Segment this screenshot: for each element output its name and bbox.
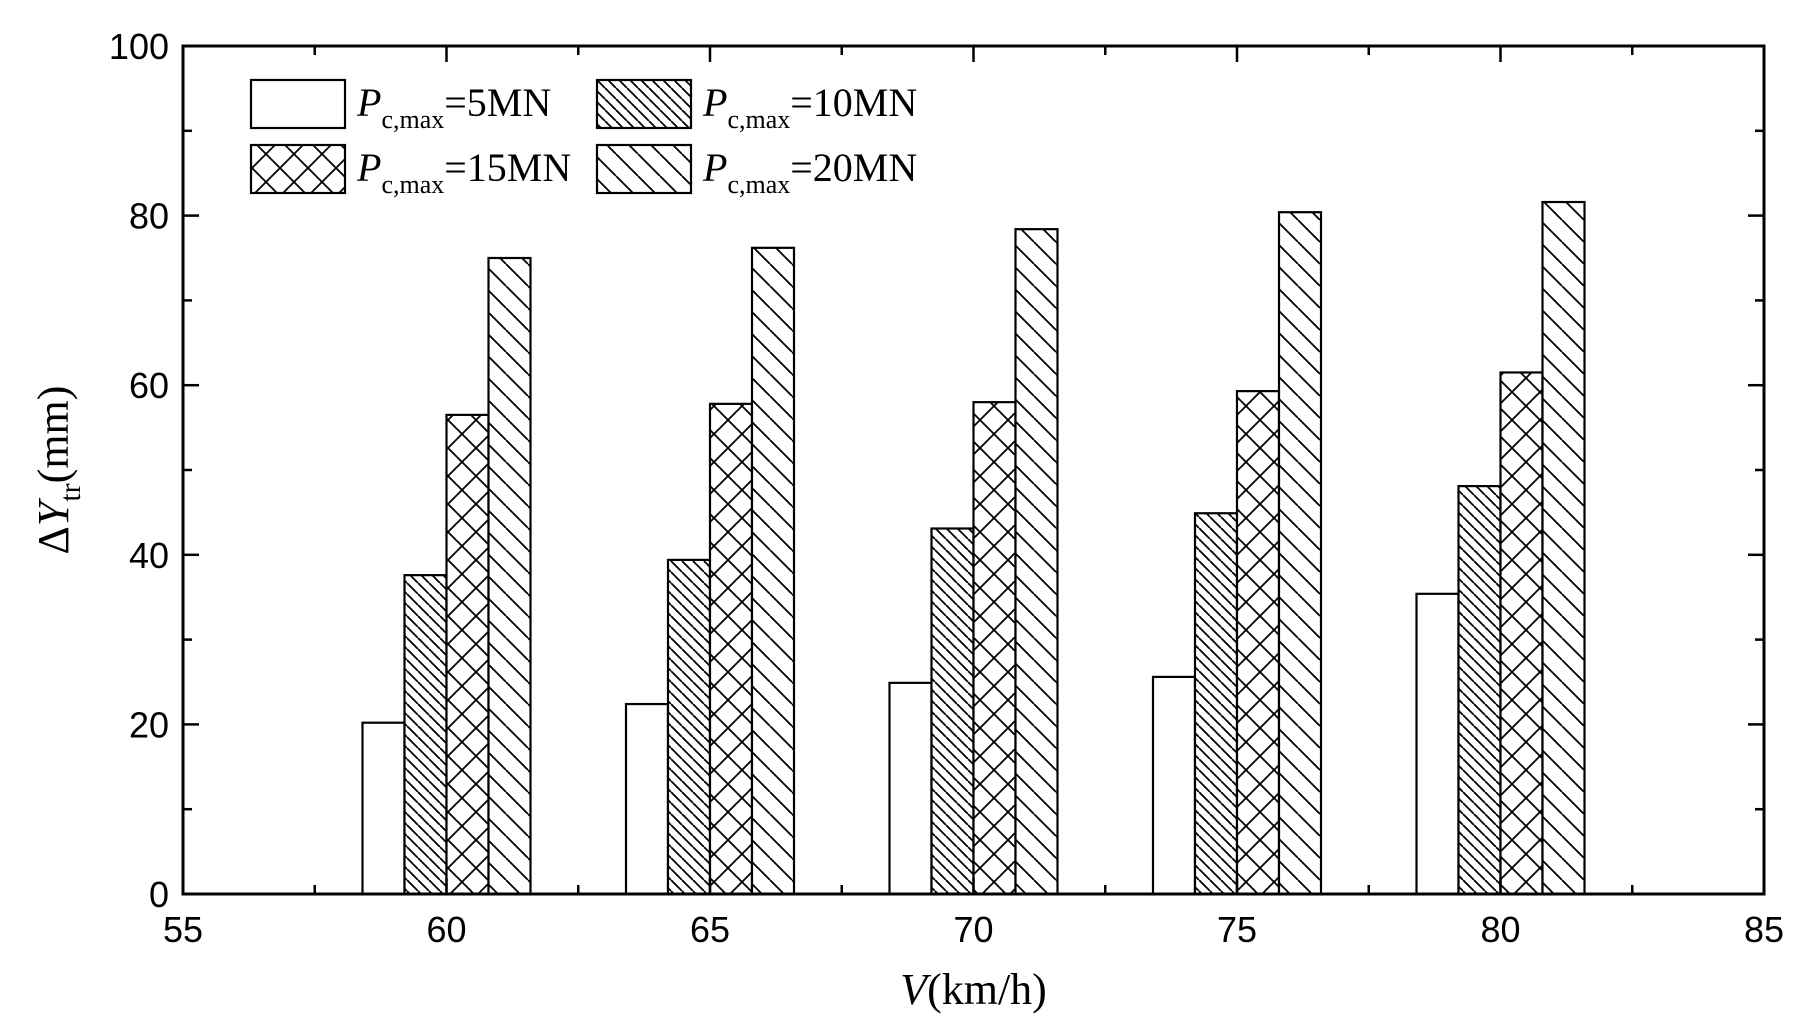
legend-swatch-1 [249,78,347,130]
y-tick-label: 0 [149,874,169,915]
y-tick-label: 40 [129,535,169,576]
bar-1-60 [361,721,406,896]
x-tick-label: 55 [163,909,203,950]
bar-1-70 [888,681,933,896]
y-tick-label: 80 [129,196,169,237]
legend: Pc,max=5MN Pc,max=10MN Pc,max=15MN Pc,max=2… [249,78,917,199]
bar-3-65 [708,402,754,896]
bar-3-75 [1235,390,1281,896]
legend-label-3: Pc,max=15MN [356,145,571,199]
x-axis-title: V(km/h) [900,965,1047,1014]
legend-label-4: Pc,max=20MN [702,145,917,199]
bar-4-75 [1277,211,1323,896]
bars-layer [361,200,1586,896]
y-tick-label: 60 [129,365,169,406]
bar-4-70 [1014,228,1059,896]
x-tick-label: 85 [1744,909,1784,950]
x-tick-label: 60 [426,909,466,950]
bar-4-60 [487,256,532,896]
axes-layer: 55 60 65 70 75 80 85 0 20 40 60 80 100 [109,26,1784,950]
bar-4-80 [1541,200,1586,896]
bar-3-80 [1499,371,1544,896]
bar-2-60 [403,574,448,896]
y-tick-label: 20 [129,704,169,745]
bar-3-70 [972,401,1017,896]
bar-1-80 [1415,592,1460,896]
legend-swatch-4 [595,143,693,195]
x-tick-label: 70 [953,909,993,950]
bar-4-65 [750,246,796,896]
legend-label-2: Pc,max=10MN [702,80,917,134]
legend-swatch-3 [249,143,347,195]
axis-titles: V(km/h) ΔYtr(mm) [29,386,1047,1014]
x-tick-label: 75 [1217,909,1257,950]
x-tick-label: 80 [1480,909,1520,950]
legend-swatch-2 [595,78,693,130]
legend-label-1: Pc,max=5MN [356,80,551,134]
bar-1-65 [624,702,670,896]
y-tick-label: 100 [109,26,169,67]
bar-3-60 [445,413,490,896]
y-axis-title: ΔYtr(mm) [29,386,87,555]
bar-2-65 [666,558,712,896]
bar-2-75 [1193,512,1239,896]
x-tick-label: 65 [690,909,730,950]
bar-1-75 [1151,675,1197,896]
bar-2-80 [1457,485,1502,896]
bar-2-70 [930,527,975,896]
